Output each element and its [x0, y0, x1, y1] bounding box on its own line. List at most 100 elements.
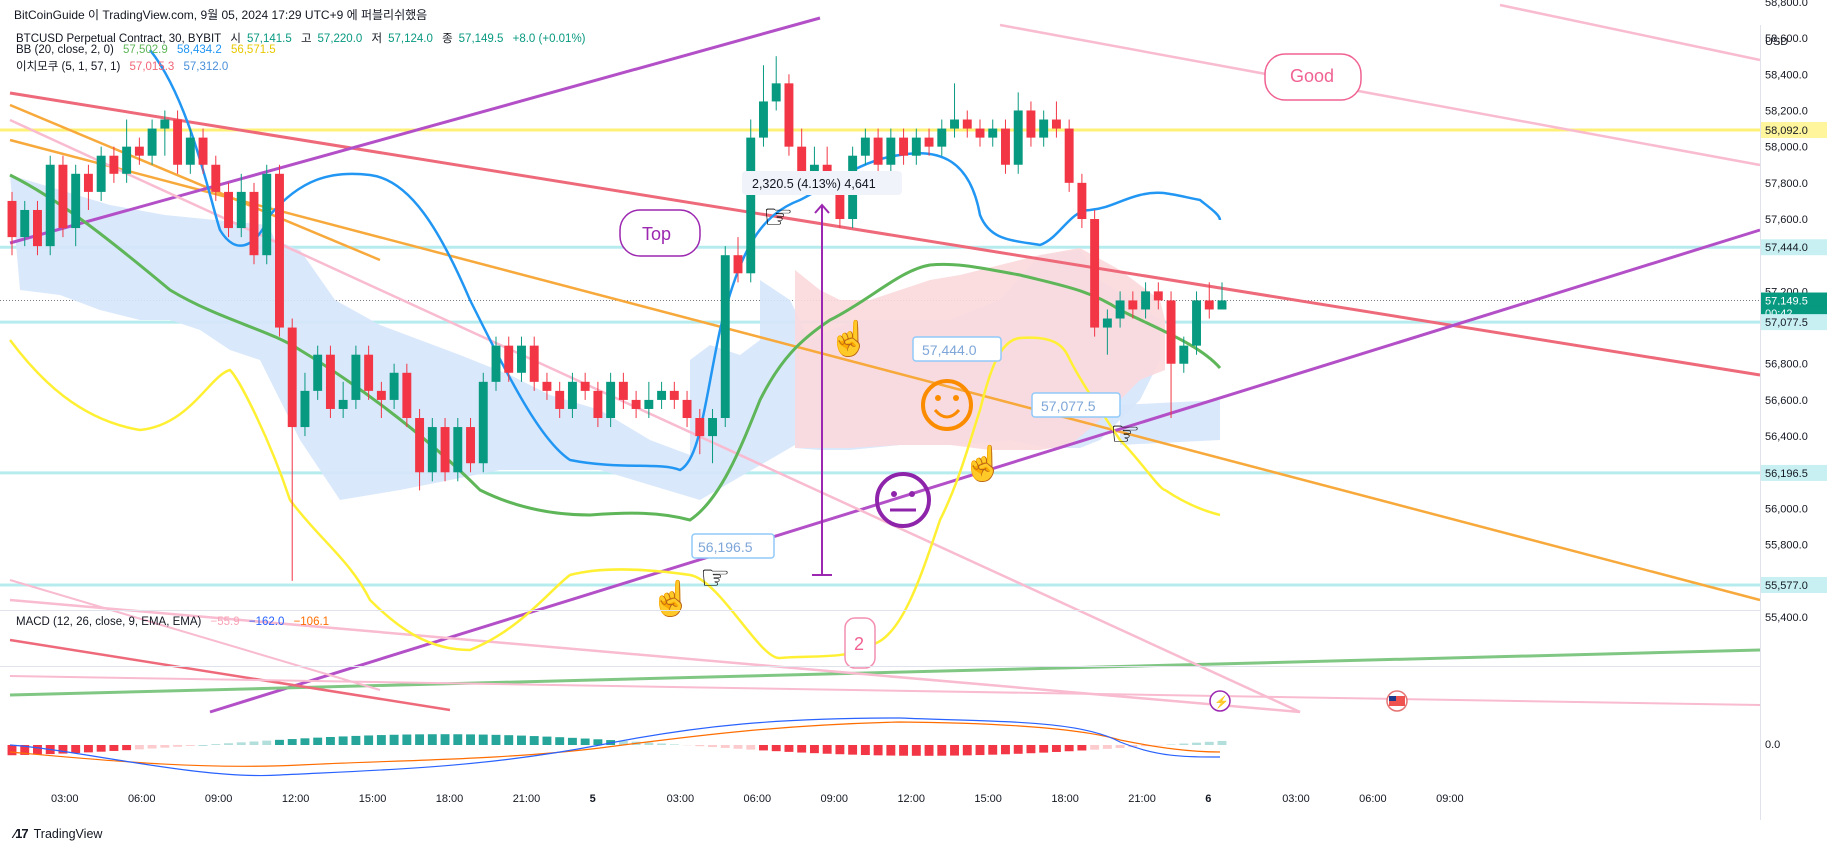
- legend-bb-row[interactable]: BB (20, close, 2, 0) 57,502.9 58,434.2 5…: [16, 44, 282, 56]
- currency-label[interactable]: USD: [1765, 36, 1789, 48]
- candle-body-86: [1102, 318, 1112, 328]
- legend-bb-basis: 57,502.9: [123, 44, 168, 56]
- measure-label-bg: [742, 171, 902, 195]
- candle-body-70: [899, 137, 909, 156]
- price-tick-8: 57,800.0: [1765, 178, 1808, 190]
- macd-bar-11: [147, 745, 157, 749]
- macd-bar-56: [720, 745, 730, 748]
- macd-bar-83: [1064, 745, 1074, 752]
- time-label-15: 6: [1205, 793, 1211, 805]
- candle-body-69: [886, 137, 896, 165]
- candle-body-87: [1115, 300, 1125, 319]
- legend-bb-label: BB (20, close, 2, 0): [16, 44, 114, 56]
- price-badge-bg-1: [1761, 122, 1827, 139]
- macd-bar-50: [644, 742, 654, 745]
- macd-bar-89: [1141, 745, 1151, 747]
- candle-body-95: [1217, 300, 1227, 310]
- candle-body-20: [262, 173, 272, 256]
- candle-body-55: [708, 418, 717, 437]
- macd-bar-31: [402, 734, 412, 745]
- candle-body-48: [618, 381, 628, 400]
- candle-body-76: [975, 128, 985, 138]
- pane-separator[interactable]: [0, 610, 1760, 611]
- candle-body-34: [440, 427, 450, 473]
- hand-pointer-icon-1: ☞: [700, 559, 730, 597]
- candle-body-71: [911, 137, 921, 156]
- two-callout-bubble: [844, 617, 876, 669]
- macd-bar-76: [975, 745, 985, 756]
- price-tick-16: 55,400.0: [1765, 612, 1808, 624]
- candle-body-2: [33, 209, 42, 247]
- candle-body-77: [988, 128, 998, 138]
- candle-body-29: [376, 390, 386, 400]
- legend-ichimoku-row[interactable]: 이치모쿠 (5, 1, 57, 1) 57,015.3 57,312.0: [16, 58, 234, 74]
- candle-body-37: [478, 381, 488, 464]
- candle-body-74: [950, 119, 959, 129]
- macd-bar-40: [517, 735, 526, 745]
- price-note-56196: 56,196.5: [698, 539, 753, 555]
- legend-close: 종 57,149.5: [442, 33, 504, 45]
- candle-body-73: [937, 128, 947, 147]
- macd-bar-45: [580, 738, 590, 745]
- candle-body-68: [873, 137, 883, 165]
- time-label-16: 03:00: [1282, 793, 1310, 805]
- candle-body-61: [784, 83, 794, 147]
- measure-label: 2,320.5 (4.13%) 4,641: [752, 177, 876, 191]
- legend-ichimoku-label: 이치모쿠 (5, 1, 57, 1): [16, 61, 121, 73]
- ichimoku-cloud-recent: [1120, 400, 1220, 445]
- macd-bar-39: [504, 735, 514, 745]
- candle-body-50: [644, 399, 654, 409]
- hand-pointer-icon-4: ☝: [650, 578, 692, 619]
- legend-macd-row[interactable]: MACD (12, 26, close, 9, EMA, EMA) −55.9 …: [16, 616, 335, 628]
- candle-body-62: [797, 146, 807, 183]
- candle-body-5: [71, 173, 81, 229]
- price-badge-bg-3: [1761, 292, 1827, 309]
- candle-body-82: [1051, 119, 1061, 129]
- macd-bar-44: [567, 737, 577, 745]
- trendline-pink-6: [9, 579, 381, 691]
- candle-body-46: [593, 390, 603, 419]
- candle-body-38: [491, 345, 501, 382]
- macd-bar-48: [618, 740, 628, 745]
- macd-bar-82: [1051, 745, 1061, 752]
- candle-body-36: [466, 427, 475, 464]
- hand-pointer-icon-5: ☝: [962, 443, 1004, 484]
- candle-body-58: [746, 137, 756, 274]
- price-axis-separator: [1760, 25, 1761, 820]
- macd-bar-55: [708, 745, 717, 748]
- macd-bar-43: [555, 737, 565, 745]
- candle-body-39: [504, 345, 514, 373]
- top-callout-bubble: [619, 209, 701, 257]
- legend-symbol: BTCUSD Perpetual Contract, 30, BYBIT: [16, 33, 222, 45]
- candle-body-80: [1026, 110, 1036, 138]
- candle-body-41: [529, 345, 539, 382]
- price-badge-7: 55,577.0: [1765, 580, 1808, 592]
- candle-body-19: [249, 191, 259, 256]
- footer-brand[interactable]: ⁄17 TradingView: [14, 826, 102, 841]
- price-badge-5: 57,077.5: [1765, 317, 1808, 329]
- good-callout-bubble: [1264, 53, 1362, 101]
- macd-axis-tick: 0.0: [1765, 739, 1780, 751]
- candle-body-91: [1166, 300, 1176, 364]
- candle-body-57: [733, 255, 743, 274]
- macd-bar-78: [1001, 745, 1010, 755]
- macd-bar-26: [338, 736, 348, 745]
- macd-bar-36: [466, 734, 475, 745]
- lightning-event-icon: [1209, 690, 1231, 712]
- macd-bar-60: [771, 745, 781, 752]
- time-label-11: 12:00: [897, 793, 925, 805]
- candle-body-59: [759, 101, 768, 138]
- candle-body-60: [771, 83, 781, 102]
- neutral-emoji-icon: [875, 472, 931, 528]
- time-label-13: 18:00: [1051, 793, 1079, 805]
- macd-bar-17: [224, 743, 233, 745]
- macd-bar-12: [160, 745, 170, 748]
- macd-bar-93: [1192, 742, 1201, 745]
- macd-bar-80: [1026, 745, 1036, 754]
- price-badge-1: 58,092.0: [1765, 125, 1808, 137]
- candle-body-72: [924, 137, 934, 147]
- hand-pointer-icon-3: ☝: [828, 318, 870, 359]
- candle-body-31: [402, 372, 412, 419]
